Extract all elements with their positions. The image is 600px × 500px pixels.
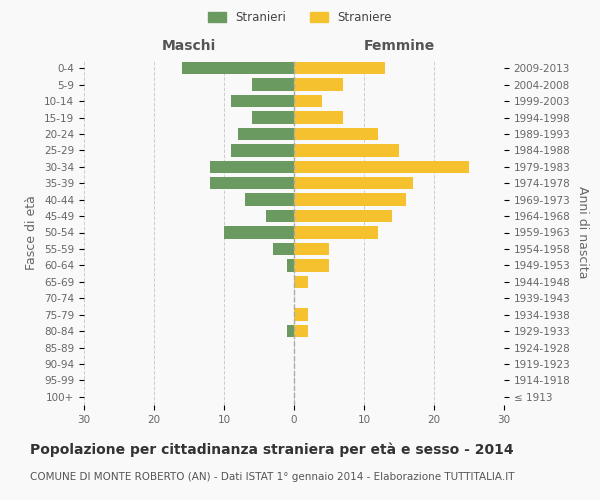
Text: COMUNE DI MONTE ROBERTO (AN) - Dati ISTAT 1° gennaio 2014 - Elaborazione TUTTITA: COMUNE DI MONTE ROBERTO (AN) - Dati ISTA… (30, 472, 515, 482)
Bar (294, 194, 406, 206)
Y-axis label: Anni di nascita: Anni di nascita (576, 186, 589, 279)
Bar (294, 325, 308, 337)
Bar (294, 144, 399, 156)
Bar (294, 276, 308, 288)
Bar (294, 243, 329, 255)
Bar (210, 177, 294, 190)
Bar (231, 144, 294, 156)
Bar (294, 78, 343, 91)
Bar (294, 128, 378, 140)
Bar (287, 325, 294, 337)
Bar (231, 95, 294, 107)
Bar (182, 62, 294, 74)
Bar (294, 226, 378, 238)
Bar (294, 210, 392, 222)
Bar (287, 259, 294, 272)
Bar (252, 112, 294, 124)
Bar (294, 177, 413, 190)
Legend: Stranieri, Straniere: Stranieri, Straniere (208, 11, 392, 24)
Bar (294, 259, 329, 272)
Bar (238, 128, 294, 140)
Bar (210, 160, 294, 173)
Bar (266, 210, 294, 222)
Bar (294, 62, 385, 74)
Bar (224, 226, 294, 238)
Text: Popolazione per cittadinanza straniera per età e sesso - 2014: Popolazione per cittadinanza straniera p… (30, 442, 514, 457)
Bar (294, 112, 343, 124)
Bar (294, 160, 469, 173)
Bar (294, 95, 322, 107)
Bar (294, 308, 308, 321)
Y-axis label: Fasce di età: Fasce di età (25, 195, 38, 270)
Text: Maschi: Maschi (162, 39, 216, 53)
Bar (252, 78, 294, 91)
Bar (245, 194, 294, 206)
Bar (273, 243, 294, 255)
Text: Femmine: Femmine (364, 39, 434, 53)
